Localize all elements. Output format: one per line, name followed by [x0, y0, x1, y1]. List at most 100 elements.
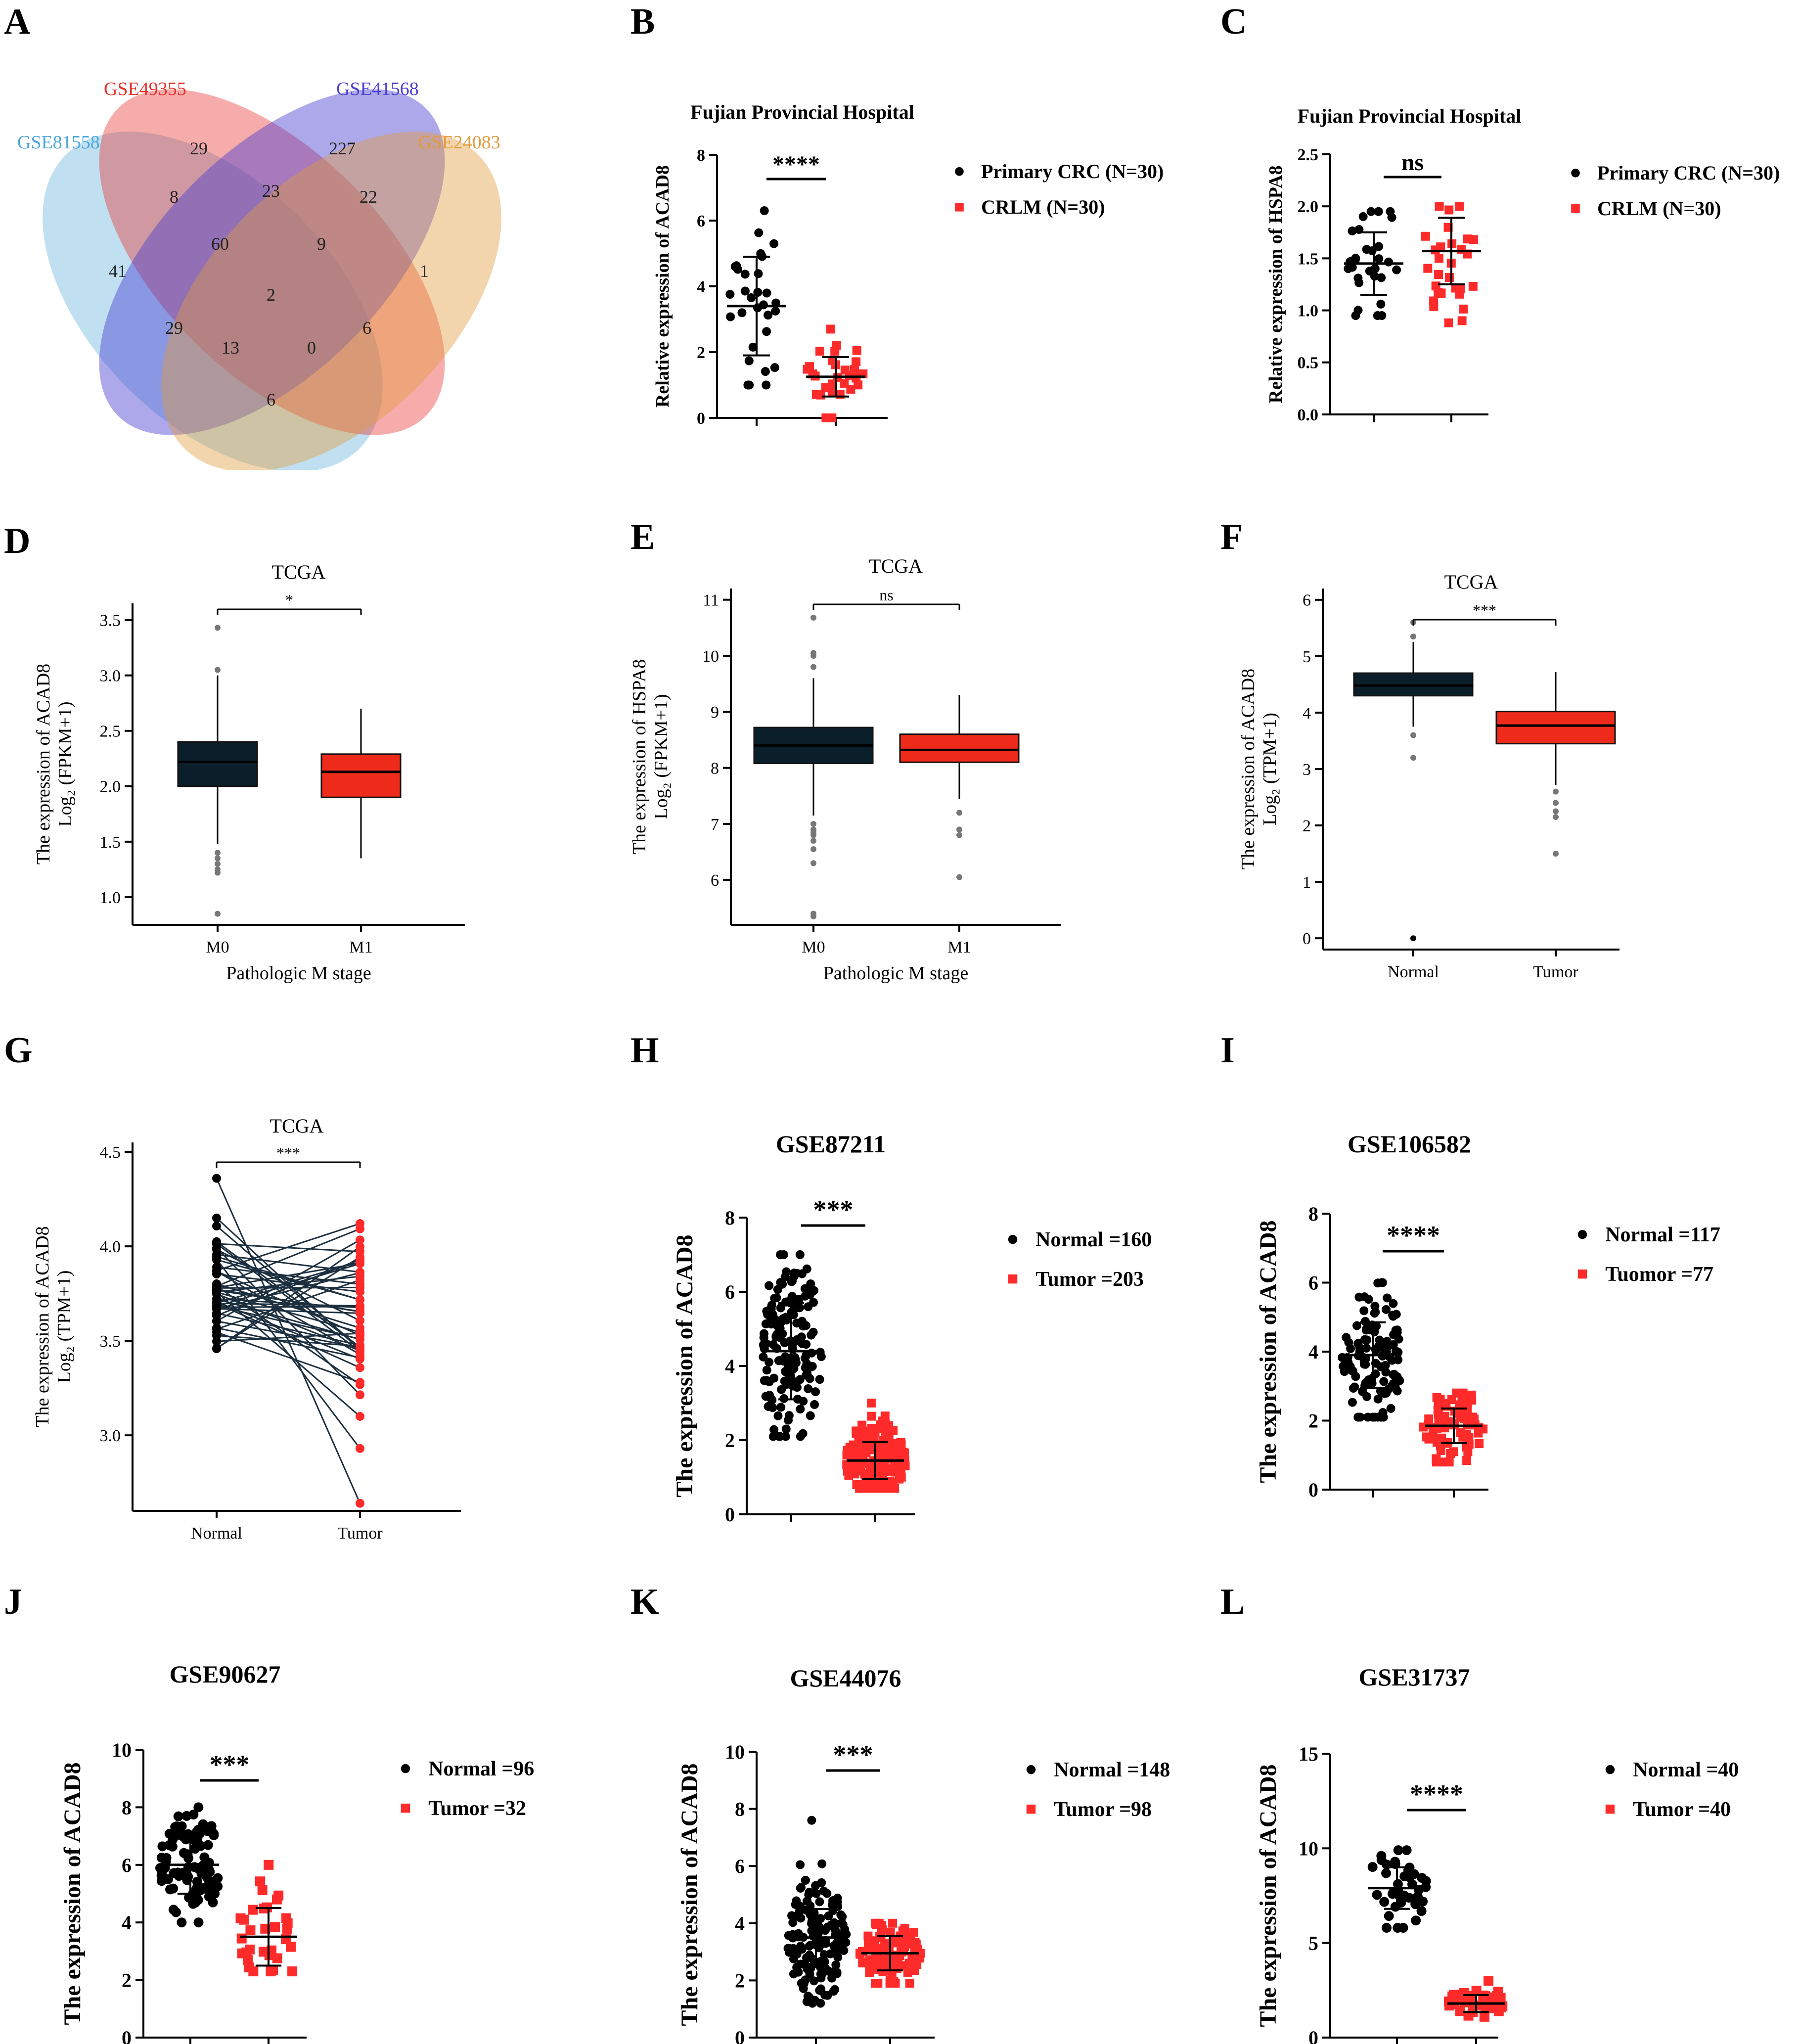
data-point-tumor — [356, 1353, 364, 1363]
data-point — [854, 380, 863, 390]
data-point — [1381, 1367, 1391, 1377]
data-point — [832, 1967, 842, 1977]
data-point — [805, 1951, 814, 1960]
y-tick-label: 1.5 — [100, 833, 121, 852]
y-axis-label-units: Log₂ (FPKM+1) — [651, 694, 672, 819]
data-point — [882, 1436, 891, 1445]
data-point — [784, 1948, 794, 1957]
y-tick-label: 3.5 — [100, 612, 121, 630]
venn-diagram: GSE81558 GSE49355 GSE41568 GSE24083 29 2… — [17, 79, 501, 470]
data-point-tumor — [356, 1301, 364, 1311]
outlier — [810, 838, 816, 844]
data-point — [1455, 289, 1464, 299]
data-point — [833, 1893, 842, 1903]
data-point-normal — [212, 1344, 221, 1354]
data-point — [827, 1973, 837, 1983]
data-point — [787, 1276, 797, 1286]
data-point — [816, 1984, 825, 1994]
data-point — [863, 1943, 873, 1953]
y-tick-label: 6 — [1308, 1272, 1318, 1294]
data-point — [846, 385, 855, 394]
pair-line — [216, 1259, 360, 1301]
data-point — [1367, 1862, 1378, 1872]
data-point-tumor — [356, 1242, 364, 1251]
data-point — [810, 1976, 819, 1986]
data-point — [1457, 316, 1467, 325]
outlier — [215, 869, 221, 876]
significance-label: ns — [1401, 149, 1424, 176]
y-tick-label: 0 — [697, 409, 705, 428]
data-point — [199, 1852, 210, 1862]
data-point — [1352, 1321, 1362, 1330]
data-point — [1429, 302, 1439, 311]
venn-ellipse-gse41568 — [99, 89, 445, 435]
data-point — [1359, 1356, 1369, 1365]
data-point — [830, 1985, 840, 1994]
venn-count: 9 — [317, 234, 326, 254]
venn-ellipse-gse81558 — [43, 132, 383, 470]
data-point — [776, 1303, 785, 1313]
data-point — [906, 1932, 915, 1941]
data-point — [1479, 2011, 1489, 2022]
chart-title: TCGA — [869, 555, 923, 577]
y-tick-label: 2 — [697, 344, 705, 362]
pair-line — [216, 1308, 360, 1314]
data-point — [789, 1954, 798, 1964]
data-point — [1425, 1433, 1435, 1442]
data-point — [794, 1929, 803, 1938]
outlier — [1410, 732, 1416, 738]
data-point — [860, 1469, 870, 1479]
data-point — [1434, 270, 1443, 279]
data-point — [237, 1948, 247, 1958]
venn-label-gse49355: GSE49355 — [104, 79, 186, 99]
data-point — [782, 1316, 791, 1325]
outlier — [810, 832, 816, 838]
data-point — [804, 1363, 813, 1372]
data-point — [1447, 1991, 1458, 2001]
venn-count: 41 — [109, 261, 127, 281]
box — [899, 733, 1020, 763]
data-point — [759, 1352, 768, 1362]
data-point — [799, 1397, 808, 1406]
data-point — [892, 1964, 901, 1973]
y-tick-label: 2 — [725, 1429, 735, 1452]
data-point — [270, 1922, 280, 1932]
data-point — [809, 1327, 818, 1337]
data-point — [795, 1375, 805, 1384]
data-point — [760, 206, 769, 216]
data-point — [820, 1926, 830, 1935]
data-point — [1370, 1302, 1380, 1311]
data-point — [765, 1307, 775, 1317]
data-point — [783, 1415, 793, 1425]
data-point — [748, 342, 758, 352]
data-point — [193, 1917, 204, 1928]
data-point — [866, 1399, 876, 1408]
data-point-tumor — [356, 1287, 364, 1297]
legend-marker — [401, 1803, 410, 1813]
data-point — [889, 1484, 899, 1493]
data-point — [286, 1942, 296, 1952]
data-point — [1390, 1369, 1399, 1379]
data-point-tumor — [356, 1235, 364, 1245]
panel-letter-i: I — [1220, 1030, 1235, 1071]
panel-letter-a: A — [4, 1, 30, 42]
box — [177, 741, 258, 787]
data-point — [862, 1427, 872, 1436]
data-point — [1464, 1440, 1474, 1449]
data-point-normal — [212, 1337, 221, 1346]
data-point — [804, 1384, 813, 1394]
data-point — [245, 1925, 256, 1936]
data-point — [1365, 1325, 1374, 1335]
data-point — [829, 1918, 839, 1927]
y-axis-label-units: Log₂ (FPKM+1) — [55, 701, 76, 826]
data-point — [798, 1339, 807, 1348]
data-point — [1367, 246, 1377, 256]
data-point — [792, 1303, 801, 1312]
data-point — [867, 1411, 876, 1421]
data-point — [1374, 242, 1384, 251]
venn-label-gse41568: GSE41568 — [336, 79, 419, 99]
data-point-normal — [212, 1255, 221, 1265]
data-point — [765, 1358, 774, 1367]
data-point — [770, 363, 779, 372]
data-point — [255, 1876, 266, 1887]
